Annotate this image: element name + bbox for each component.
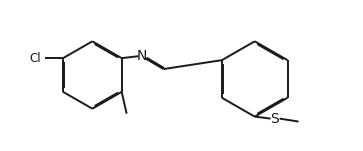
Text: N: N — [136, 49, 147, 63]
Text: Cl: Cl — [29, 52, 41, 65]
Text: S: S — [270, 112, 279, 126]
